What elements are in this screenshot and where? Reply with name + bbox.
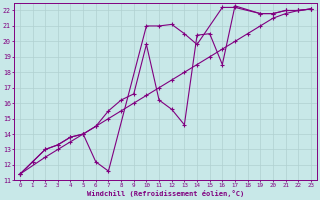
X-axis label: Windchill (Refroidissement éolien,°C): Windchill (Refroidissement éolien,°C) bbox=[87, 190, 244, 197]
